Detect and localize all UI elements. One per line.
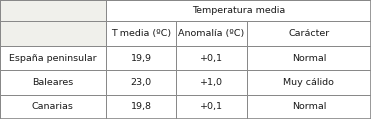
- Bar: [247, 70, 371, 95]
- Text: 23,0: 23,0: [131, 78, 151, 87]
- Bar: [0, 46, 106, 70]
- Text: España peninsular: España peninsular: [9, 54, 97, 62]
- Bar: [106, 95, 176, 119]
- Text: +0,1: +0,1: [200, 54, 223, 62]
- Bar: [106, 46, 176, 70]
- Text: Muy cálido: Muy cálido: [283, 78, 334, 87]
- Bar: [247, 95, 371, 119]
- Bar: [247, 46, 371, 70]
- Bar: [247, 21, 371, 46]
- Text: Temperatura media: Temperatura media: [192, 6, 285, 15]
- Bar: [176, 70, 247, 95]
- Bar: [176, 46, 247, 70]
- Bar: [176, 21, 247, 46]
- Text: +0,1: +0,1: [200, 102, 223, 111]
- Bar: [0, 21, 106, 46]
- Bar: [0, 70, 106, 95]
- Bar: [176, 95, 247, 119]
- Text: 19,8: 19,8: [131, 102, 151, 111]
- Text: Carácter: Carácter: [288, 29, 329, 38]
- Bar: [0, 0, 106, 21]
- Bar: [106, 70, 176, 95]
- Text: Baleares: Baleares: [32, 78, 73, 87]
- Text: 19,9: 19,9: [131, 54, 151, 62]
- Text: T media (ºC): T media (ºC): [111, 29, 171, 38]
- Bar: [0, 95, 106, 119]
- Text: +1,0: +1,0: [200, 78, 223, 87]
- Bar: [106, 21, 176, 46]
- Text: Normal: Normal: [292, 54, 326, 62]
- Text: Canarias: Canarias: [32, 102, 74, 111]
- Text: Normal: Normal: [292, 102, 326, 111]
- Bar: [106, 0, 371, 21]
- Text: Anomalía (ºC): Anomalía (ºC): [178, 29, 244, 38]
